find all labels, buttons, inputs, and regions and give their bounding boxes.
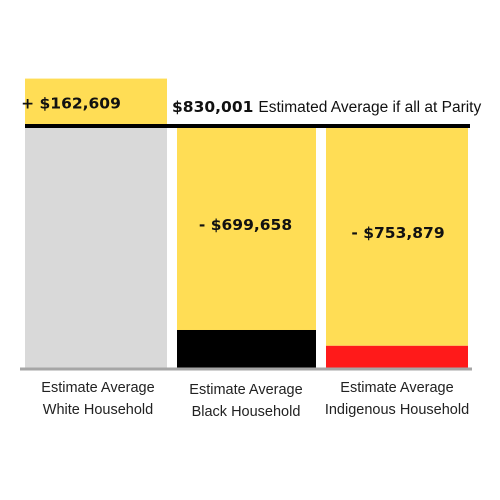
category-label-2-line-1: Estimate Average <box>189 382 302 398</box>
parity-label: $830,001 Estimated Average if all at Pari… <box>172 98 481 116</box>
category-label-1-line-1: Estimate Average <box>41 380 154 396</box>
category-labels: Estimate Average White Household Estimate … <box>41 380 469 420</box>
gap-label-2: - $699,658 <box>199 216 292 234</box>
gap-label-3: - $753,879 <box>351 224 444 242</box>
category-label-2-line-2: Black Household <box>192 404 301 420</box>
category-label-3-line-2: Indigenous Household <box>325 402 469 418</box>
bar-1-gap <box>25 78 167 126</box>
bar-3-value <box>326 345 468 368</box>
parity-value: $830,001 <box>172 98 253 116</box>
category-label-3-line-1: Estimate Average <box>340 380 453 396</box>
gap-label-1: + $162,609 <box>21 94 121 112</box>
parity-text: Estimated Average if all at Parity <box>258 99 481 116</box>
bar-3-gap <box>326 126 468 346</box>
bars-group <box>25 78 468 368</box>
gap-labels: + $162,609 - $699,658 - $753,879 <box>21 94 445 242</box>
bar-2-value <box>177 329 316 368</box>
bar-1-value <box>25 126 167 368</box>
bar-2-gap <box>177 126 316 330</box>
category-label-1-line-2: White Household <box>43 402 153 418</box>
